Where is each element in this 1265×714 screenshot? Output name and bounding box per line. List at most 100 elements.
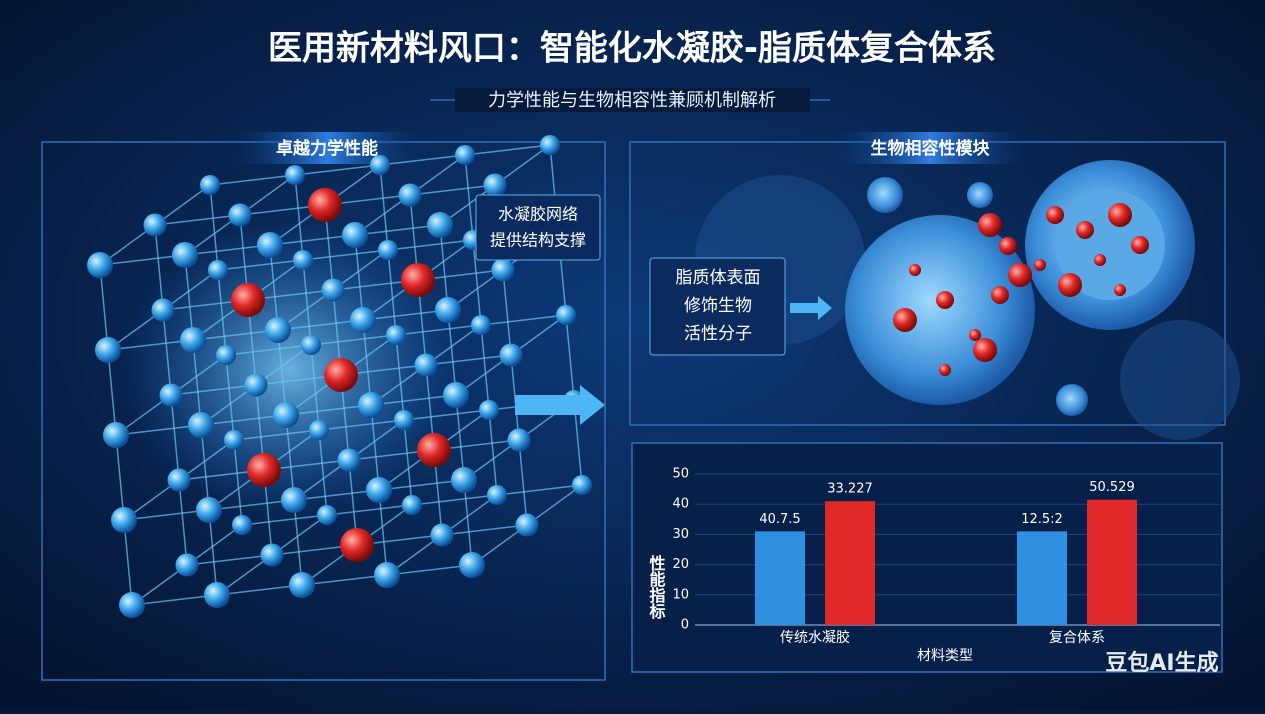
chart-frame: [631, 442, 1223, 673]
bond: [277, 329, 287, 416]
bond: [302, 259, 312, 346]
blue-node: [487, 485, 507, 505]
bond: [318, 429, 328, 516]
blue-node: [285, 165, 305, 185]
bond: [123, 519, 133, 606]
blue-node: [151, 298, 175, 322]
blue-node: [293, 250, 313, 270]
blue-node: [507, 428, 531, 452]
callout-line: 脂质体表面: [676, 268, 761, 288]
particle: [969, 329, 981, 341]
bond: [463, 479, 473, 566]
bond: [455, 394, 465, 481]
bond: [480, 314, 567, 326]
bond: [439, 224, 449, 311]
bond: [115, 424, 202, 436]
blue-node: [87, 252, 113, 278]
drug-particles: [893, 203, 1149, 376]
particle: [1076, 221, 1094, 239]
blue-node: [143, 213, 167, 237]
panel-label: 卓越力学性能: [276, 138, 378, 159]
bond: [170, 384, 257, 396]
particle: [936, 291, 954, 309]
bond: [269, 234, 356, 246]
bond: [216, 584, 303, 596]
small-vesicle: [1056, 384, 1088, 416]
particle: [999, 237, 1017, 255]
blue-node: [208, 260, 228, 280]
small-vesicle: [867, 177, 903, 213]
panel-label: 生物相容性模块: [871, 138, 991, 159]
blue-node: [499, 343, 523, 367]
blue-node: [414, 353, 438, 377]
blue-node: [216, 345, 236, 365]
bond: [370, 404, 380, 491]
bond: [131, 594, 218, 606]
particle: [978, 213, 1002, 237]
bond: [302, 249, 389, 261]
blue-node: [159, 383, 183, 407]
blue-node: [301, 335, 321, 355]
blue-node: [378, 240, 398, 260]
bond: [184, 254, 194, 341]
bond: [294, 164, 381, 176]
bar-annotation: 40.7.5: [759, 512, 800, 527]
bond: [209, 174, 296, 186]
bar-chart: 0 10 20 30 40 50 传统水凝胶 40.7.5 33.227 复合体系 12.5:2 50…: [672, 467, 1220, 646]
blue-node: [321, 278, 345, 302]
bond: [209, 184, 219, 271]
x-tick-label: 复合体系: [1049, 629, 1105, 646]
bond: [217, 259, 304, 271]
blue-node: [281, 487, 307, 513]
red-node: [324, 358, 358, 392]
bond: [301, 574, 388, 586]
callout-box: [475, 194, 601, 261]
watermark: 豆包AI生成: [1105, 650, 1218, 676]
bond: [241, 514, 328, 526]
bond: [285, 414, 295, 501]
bond: [178, 479, 188, 566]
bond: [318, 419, 405, 431]
blue-node: [200, 175, 220, 195]
blue-node: [257, 232, 283, 258]
bond: [154, 224, 164, 311]
bond: [472, 239, 482, 326]
bond: [154, 214, 241, 226]
blue-node: [350, 307, 376, 333]
y-tick-label: 50: [672, 467, 689, 482]
subtitle-bg: [455, 88, 810, 112]
blue-node: [289, 572, 315, 598]
blue-node: [479, 400, 499, 420]
blue-node: [342, 222, 368, 248]
blue-node: [175, 553, 199, 577]
bond: [354, 224, 441, 236]
blue-node: [358, 392, 384, 418]
panel-tag: [235, 132, 420, 164]
bond: [441, 524, 528, 536]
blue-node: [167, 468, 191, 492]
bond: [170, 394, 180, 481]
bond: [192, 339, 202, 426]
bond: [488, 409, 498, 496]
y-tick-label: 20: [672, 557, 689, 572]
bond: [411, 494, 498, 506]
blue-node: [386, 325, 406, 345]
blue-node: [95, 337, 121, 363]
particle: [1058, 273, 1082, 297]
bond: [403, 409, 490, 421]
blue-node: [273, 402, 299, 428]
bond: [362, 319, 372, 406]
blue-node: [556, 305, 576, 325]
callout-line: 活性分子: [684, 324, 752, 344]
bond: [518, 439, 528, 526]
bond: [225, 344, 312, 356]
bond: [217, 269, 227, 356]
bond: [115, 434, 125, 521]
panel-tag: [835, 132, 1025, 164]
bond: [192, 329, 279, 341]
particle: [991, 286, 1009, 304]
particle: [1094, 254, 1106, 266]
bar-annotation: 12.5:2: [1021, 512, 1063, 527]
red-node: [247, 453, 281, 487]
